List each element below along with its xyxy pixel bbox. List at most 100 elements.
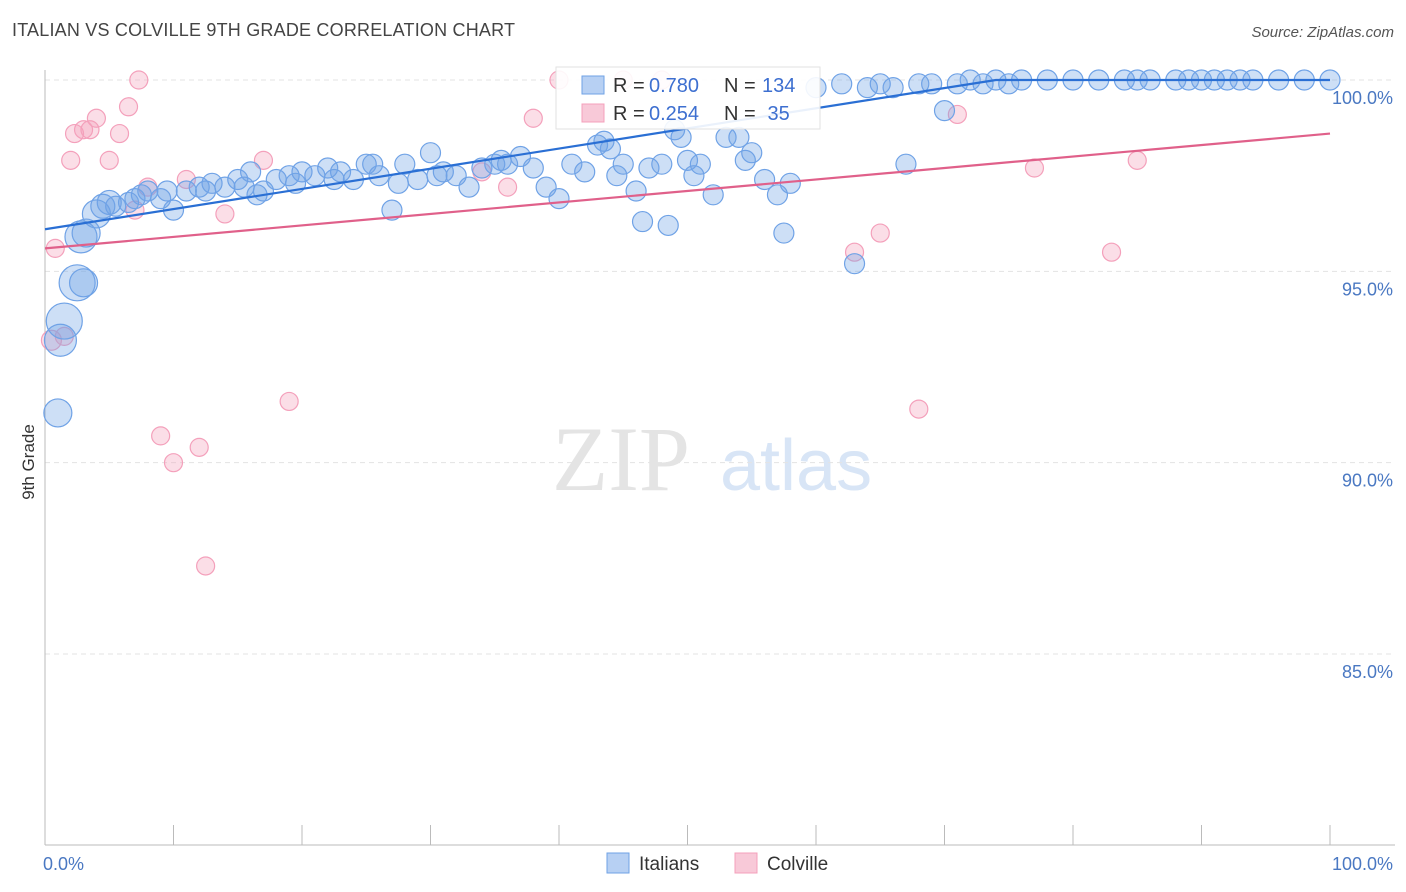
italians-point-88 xyxy=(882,77,904,99)
italians-point-22 xyxy=(214,176,236,198)
italians-point-44 xyxy=(419,142,442,164)
italians-point-68 xyxy=(657,214,679,237)
colville-point-7 xyxy=(86,108,107,128)
colville-point-17 xyxy=(189,437,209,457)
italians-point-25 xyxy=(240,161,262,183)
italians-point-19 xyxy=(188,176,210,198)
italians-point-78 xyxy=(741,142,763,164)
italians-point-57 xyxy=(561,153,583,175)
italians-point-54 xyxy=(522,157,544,179)
italians-n-label: N = xyxy=(724,75,756,97)
italians-point-14 xyxy=(137,180,159,202)
italians-r-value: 0.780 xyxy=(649,75,699,97)
colville-point-15 xyxy=(163,453,184,473)
italians-point-82 xyxy=(773,222,795,244)
italians-point-3 xyxy=(58,264,96,302)
italians-point-67 xyxy=(651,153,673,175)
italians-point-58 xyxy=(574,161,596,183)
italians-point-84 xyxy=(831,73,853,95)
colville-r-label: R = xyxy=(613,103,645,125)
italians-point-61 xyxy=(599,138,622,160)
y-tick-label-2: 90.0% xyxy=(1342,471,1393,491)
colville-point-8 xyxy=(99,150,119,170)
colville-point-0 xyxy=(40,329,63,351)
colville-r-value: 0.254 xyxy=(649,103,699,125)
italians-point-48 xyxy=(458,176,480,198)
italians-point-8 xyxy=(90,193,116,219)
bottom-legend: Italians Colville xyxy=(606,852,828,875)
colville-point-28 xyxy=(844,242,865,262)
italians-trend-line xyxy=(44,78,1330,231)
colville-point-16 xyxy=(176,169,196,190)
italians-point-92 xyxy=(933,100,956,122)
italians-point-12 xyxy=(124,188,146,210)
italians-point-63 xyxy=(612,153,634,175)
tick-labels: 100.0% 95.0% 90.0% 85.0% 0.0% 100.0% xyxy=(43,88,1393,874)
italians-point-21 xyxy=(201,172,223,194)
italians-point-85 xyxy=(843,253,866,275)
x-tick-label-1: 100.0% xyxy=(1332,854,1393,874)
italians-point-31 xyxy=(291,161,313,183)
italians-point-86 xyxy=(856,77,879,99)
italians-point-18 xyxy=(175,180,197,202)
italians-point-72 xyxy=(683,165,705,187)
italians-point-10 xyxy=(105,195,127,217)
colville-points xyxy=(40,70,1147,576)
italians-swatch-icon xyxy=(581,75,605,95)
colville-point-3 xyxy=(61,150,81,170)
italians-point-87 xyxy=(869,73,891,95)
colville-point-24 xyxy=(523,108,543,128)
italians-point-49 xyxy=(471,157,493,179)
colville-n-label: N = xyxy=(724,103,756,125)
italians-point-66 xyxy=(638,157,660,179)
colville-point-30 xyxy=(909,399,929,419)
colville-point-5 xyxy=(73,120,94,140)
y-tick-label-0: 100.0% xyxy=(1332,88,1393,108)
colville-point-12 xyxy=(129,70,149,90)
colville-legend-icon xyxy=(734,852,758,874)
stats-legend: R = 0.780 N = 134 R = 0.254 N = 35 xyxy=(555,66,821,130)
italians-point-52 xyxy=(497,153,519,175)
colville-point-34 xyxy=(1127,150,1147,170)
italians-point-38 xyxy=(362,153,384,175)
italians-point-89 xyxy=(895,153,917,175)
italians-point-2 xyxy=(43,323,78,357)
italians-point-33 xyxy=(317,157,339,179)
colville-point-6 xyxy=(80,120,100,140)
colville-n-value: 35 xyxy=(762,103,790,125)
colville-point-9 xyxy=(109,123,130,144)
italians-n-value: 134 xyxy=(762,75,795,97)
italians-point-62 xyxy=(606,165,628,187)
colville-point-29 xyxy=(870,223,890,243)
italians-point-73 xyxy=(689,153,711,175)
colville-point-21 xyxy=(279,391,299,412)
colville-point-18 xyxy=(196,556,216,576)
italians-point-64 xyxy=(625,180,647,202)
italians-point-11 xyxy=(117,191,140,214)
colville-swatch-icon xyxy=(581,103,605,123)
colville-legend-label: Colville xyxy=(767,854,828,875)
colville-trend-line xyxy=(44,132,1331,250)
italians-point-65 xyxy=(631,210,654,233)
italians-point-4 xyxy=(68,268,99,298)
y-axis-title: 9th Grade xyxy=(19,424,38,500)
italians-legend-label: Italians xyxy=(639,854,699,875)
watermark-zip: ZIP xyxy=(552,408,690,510)
italians-point-45 xyxy=(426,165,448,187)
italians-point-41 xyxy=(387,172,409,194)
trend-lines xyxy=(44,78,1331,250)
source-credit: Source: ZipAtlas.com xyxy=(1251,24,1394,41)
italians-r-label: R = xyxy=(613,75,645,97)
italians-point-42 xyxy=(394,153,416,175)
italians-legend-icon xyxy=(606,852,630,874)
colville-point-23 xyxy=(498,177,518,197)
colville-point-31 xyxy=(947,104,967,125)
colville-point-32 xyxy=(1024,158,1045,178)
colville-point-20 xyxy=(253,150,274,170)
watermark-atlas: atlas xyxy=(720,426,872,506)
y-tick-label-1: 95.0% xyxy=(1342,279,1393,299)
italians-point-90 xyxy=(908,73,930,95)
italians-point-97 xyxy=(998,73,1020,95)
italians-point-40 xyxy=(381,199,403,221)
